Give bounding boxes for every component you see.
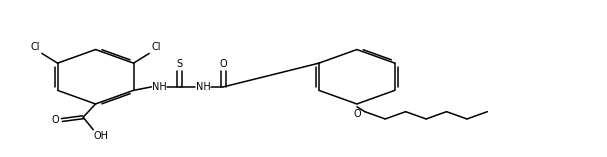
Text: S: S bbox=[177, 59, 183, 69]
Text: OH: OH bbox=[94, 131, 109, 141]
Text: NH: NH bbox=[196, 82, 211, 92]
Text: O: O bbox=[220, 59, 227, 69]
Text: Cl: Cl bbox=[30, 42, 39, 52]
Text: O: O bbox=[52, 115, 59, 125]
Text: NH: NH bbox=[152, 82, 167, 92]
Text: O: O bbox=[353, 109, 361, 119]
Text: Cl: Cl bbox=[152, 42, 161, 52]
